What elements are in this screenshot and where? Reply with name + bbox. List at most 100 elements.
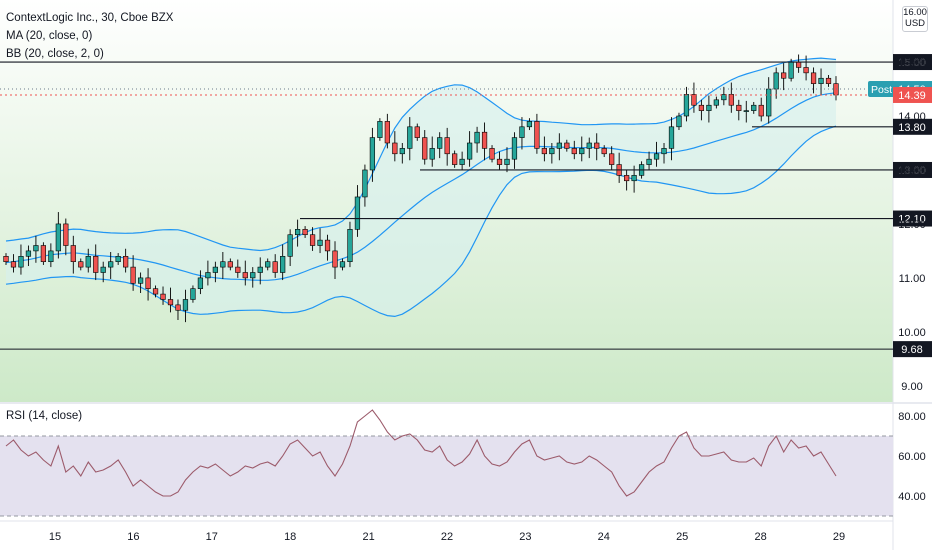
candle-body	[609, 153, 615, 165]
candle	[713, 96, 719, 109]
candle	[280, 244, 286, 281]
candle-body	[519, 126, 525, 138]
candle-body	[526, 121, 533, 128]
candle	[437, 132, 443, 159]
candle-body	[18, 256, 24, 268]
candle	[803, 55, 809, 81]
candle	[399, 142, 405, 164]
candle-body	[444, 137, 450, 155]
candle-body	[93, 256, 99, 273]
candle-body	[758, 104, 764, 117]
legend-ma[interactable]: MA (20, close, 0)	[6, 30, 93, 42]
candle-body	[70, 245, 76, 263]
candle-body	[788, 61, 794, 79]
candle	[10, 254, 17, 273]
currency-top-tick: 16.00	[903, 7, 927, 18]
candle-body	[362, 169, 368, 198]
candle	[70, 235, 76, 274]
candle-body	[242, 272, 248, 279]
candle	[414, 123, 420, 141]
candle-body	[25, 250, 32, 257]
candle	[377, 118, 383, 141]
candle-body	[422, 137, 428, 160]
last-price-label: 14.39	[898, 90, 926, 102]
candle	[369, 127, 376, 182]
candle-body	[736, 104, 742, 111]
candle-body	[683, 94, 690, 117]
candle	[339, 258, 346, 271]
candle	[818, 68, 824, 96]
candle	[137, 272, 144, 294]
candle	[736, 99, 742, 121]
currency-code: USD	[904, 18, 926, 29]
candle	[212, 261, 218, 283]
candle	[489, 145, 495, 163]
time-tick: 16	[127, 531, 139, 543]
candle-body	[825, 77, 832, 84]
candle	[564, 139, 570, 152]
candle-body	[466, 142, 473, 160]
candle	[825, 75, 832, 87]
candle	[384, 113, 390, 149]
candle-body	[698, 104, 705, 111]
candle	[302, 226, 308, 238]
legend: ContextLogic Inc., 30, Cboe BZX MA (20, …	[6, 9, 173, 63]
level-label: 12.10	[898, 214, 926, 226]
candle	[130, 255, 136, 291]
candle	[152, 285, 159, 298]
candle-body	[265, 261, 271, 268]
candle	[167, 287, 174, 313]
legend-symbol[interactable]: ContextLogic Inc., 30, Cboe BZX	[6, 12, 174, 24]
candle-body	[272, 261, 278, 273]
candle	[63, 218, 69, 256]
candle	[145, 268, 151, 301]
candle	[257, 257, 263, 285]
currency-selector[interactable]: 16.00 USD	[902, 6, 928, 32]
candle	[609, 146, 615, 170]
candle-body	[691, 94, 697, 106]
time-tick: 18	[284, 531, 296, 543]
candle	[309, 227, 316, 251]
candle-body	[474, 131, 480, 144]
candle	[317, 228, 323, 254]
price-tick: 14.00	[898, 111, 926, 123]
candle-body	[78, 261, 84, 268]
candle	[115, 253, 121, 265]
candle	[810, 67, 817, 94]
candle-body	[810, 72, 817, 84]
candle-body	[160, 293, 166, 300]
bb-upper-line	[5, 57, 837, 252]
candle	[549, 142, 555, 164]
level-label: 13.80	[898, 122, 926, 134]
candle-body	[541, 148, 547, 155]
candle-body	[803, 67, 809, 74]
candle-body	[414, 126, 420, 138]
candle	[466, 131, 473, 167]
candle	[93, 244, 99, 281]
candle-body	[751, 104, 757, 111]
candle-body	[384, 121, 390, 144]
candle	[235, 259, 241, 278]
legend-bb[interactable]: BB (20, close, 2, 0)	[6, 48, 104, 60]
candle-body	[728, 94, 734, 106]
candle-body	[437, 137, 443, 149]
post-badge	[868, 81, 895, 98]
candle-body	[100, 266, 106, 273]
candle	[541, 136, 547, 162]
candle-body	[10, 261, 17, 268]
candle-body	[347, 229, 353, 263]
candle-body	[197, 277, 204, 289]
candle	[182, 289, 189, 323]
candle-body	[167, 299, 174, 306]
candle-body	[63, 223, 69, 246]
candle-body	[324, 239, 331, 252]
candle-body	[392, 142, 398, 155]
legend-rsi[interactable]: RSI (14, close)	[6, 410, 83, 422]
level-label: 15.00	[898, 57, 926, 69]
candle-body	[601, 148, 607, 155]
candle	[220, 251, 226, 279]
candle	[594, 133, 600, 161]
candle	[758, 97, 764, 122]
candle	[354, 185, 361, 237]
